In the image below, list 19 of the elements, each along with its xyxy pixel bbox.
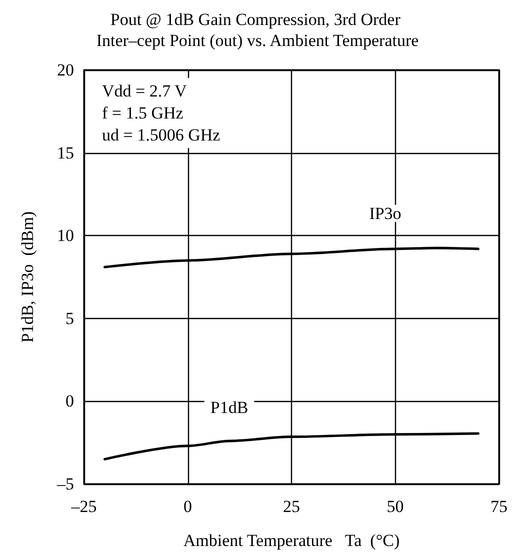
y-axis-title: P1dB, IP3o (dBm) <box>18 211 37 343</box>
series-label: P1dB <box>210 398 248 417</box>
series-label: IP3o <box>369 204 402 223</box>
annotation: ud = 1.5006 GHz <box>102 126 221 144</box>
y-tick-label: 0 <box>66 392 74 411</box>
y-tick-label: 5 <box>66 308 74 328</box>
x-tick-label: –25 <box>70 497 97 516</box>
x-tick-label: 0 <box>184 497 192 516</box>
x-axis-title: Ambient Temperature Ta (°C) <box>183 531 400 550</box>
x-tick-label: 50 <box>386 497 404 516</box>
y-tick-label: 20 <box>57 60 74 80</box>
y-tick-label: 10 <box>57 226 74 246</box>
x-tick-label: 25 <box>283 497 300 516</box>
y-tick-label: –5 <box>56 474 74 494</box>
x-tick-label: 75 <box>490 497 508 516</box>
annotation: f = 1.5 GHz <box>102 104 184 122</box>
chart-title: Pout @ 1dB Gain Compression, 3rd Order Inter–cept Point (out) vs. Ambient Temperature <box>96 10 419 50</box>
annotation: Vdd = 2.7 V <box>102 82 188 100</box>
y-tick-label: 15 <box>57 143 74 162</box>
